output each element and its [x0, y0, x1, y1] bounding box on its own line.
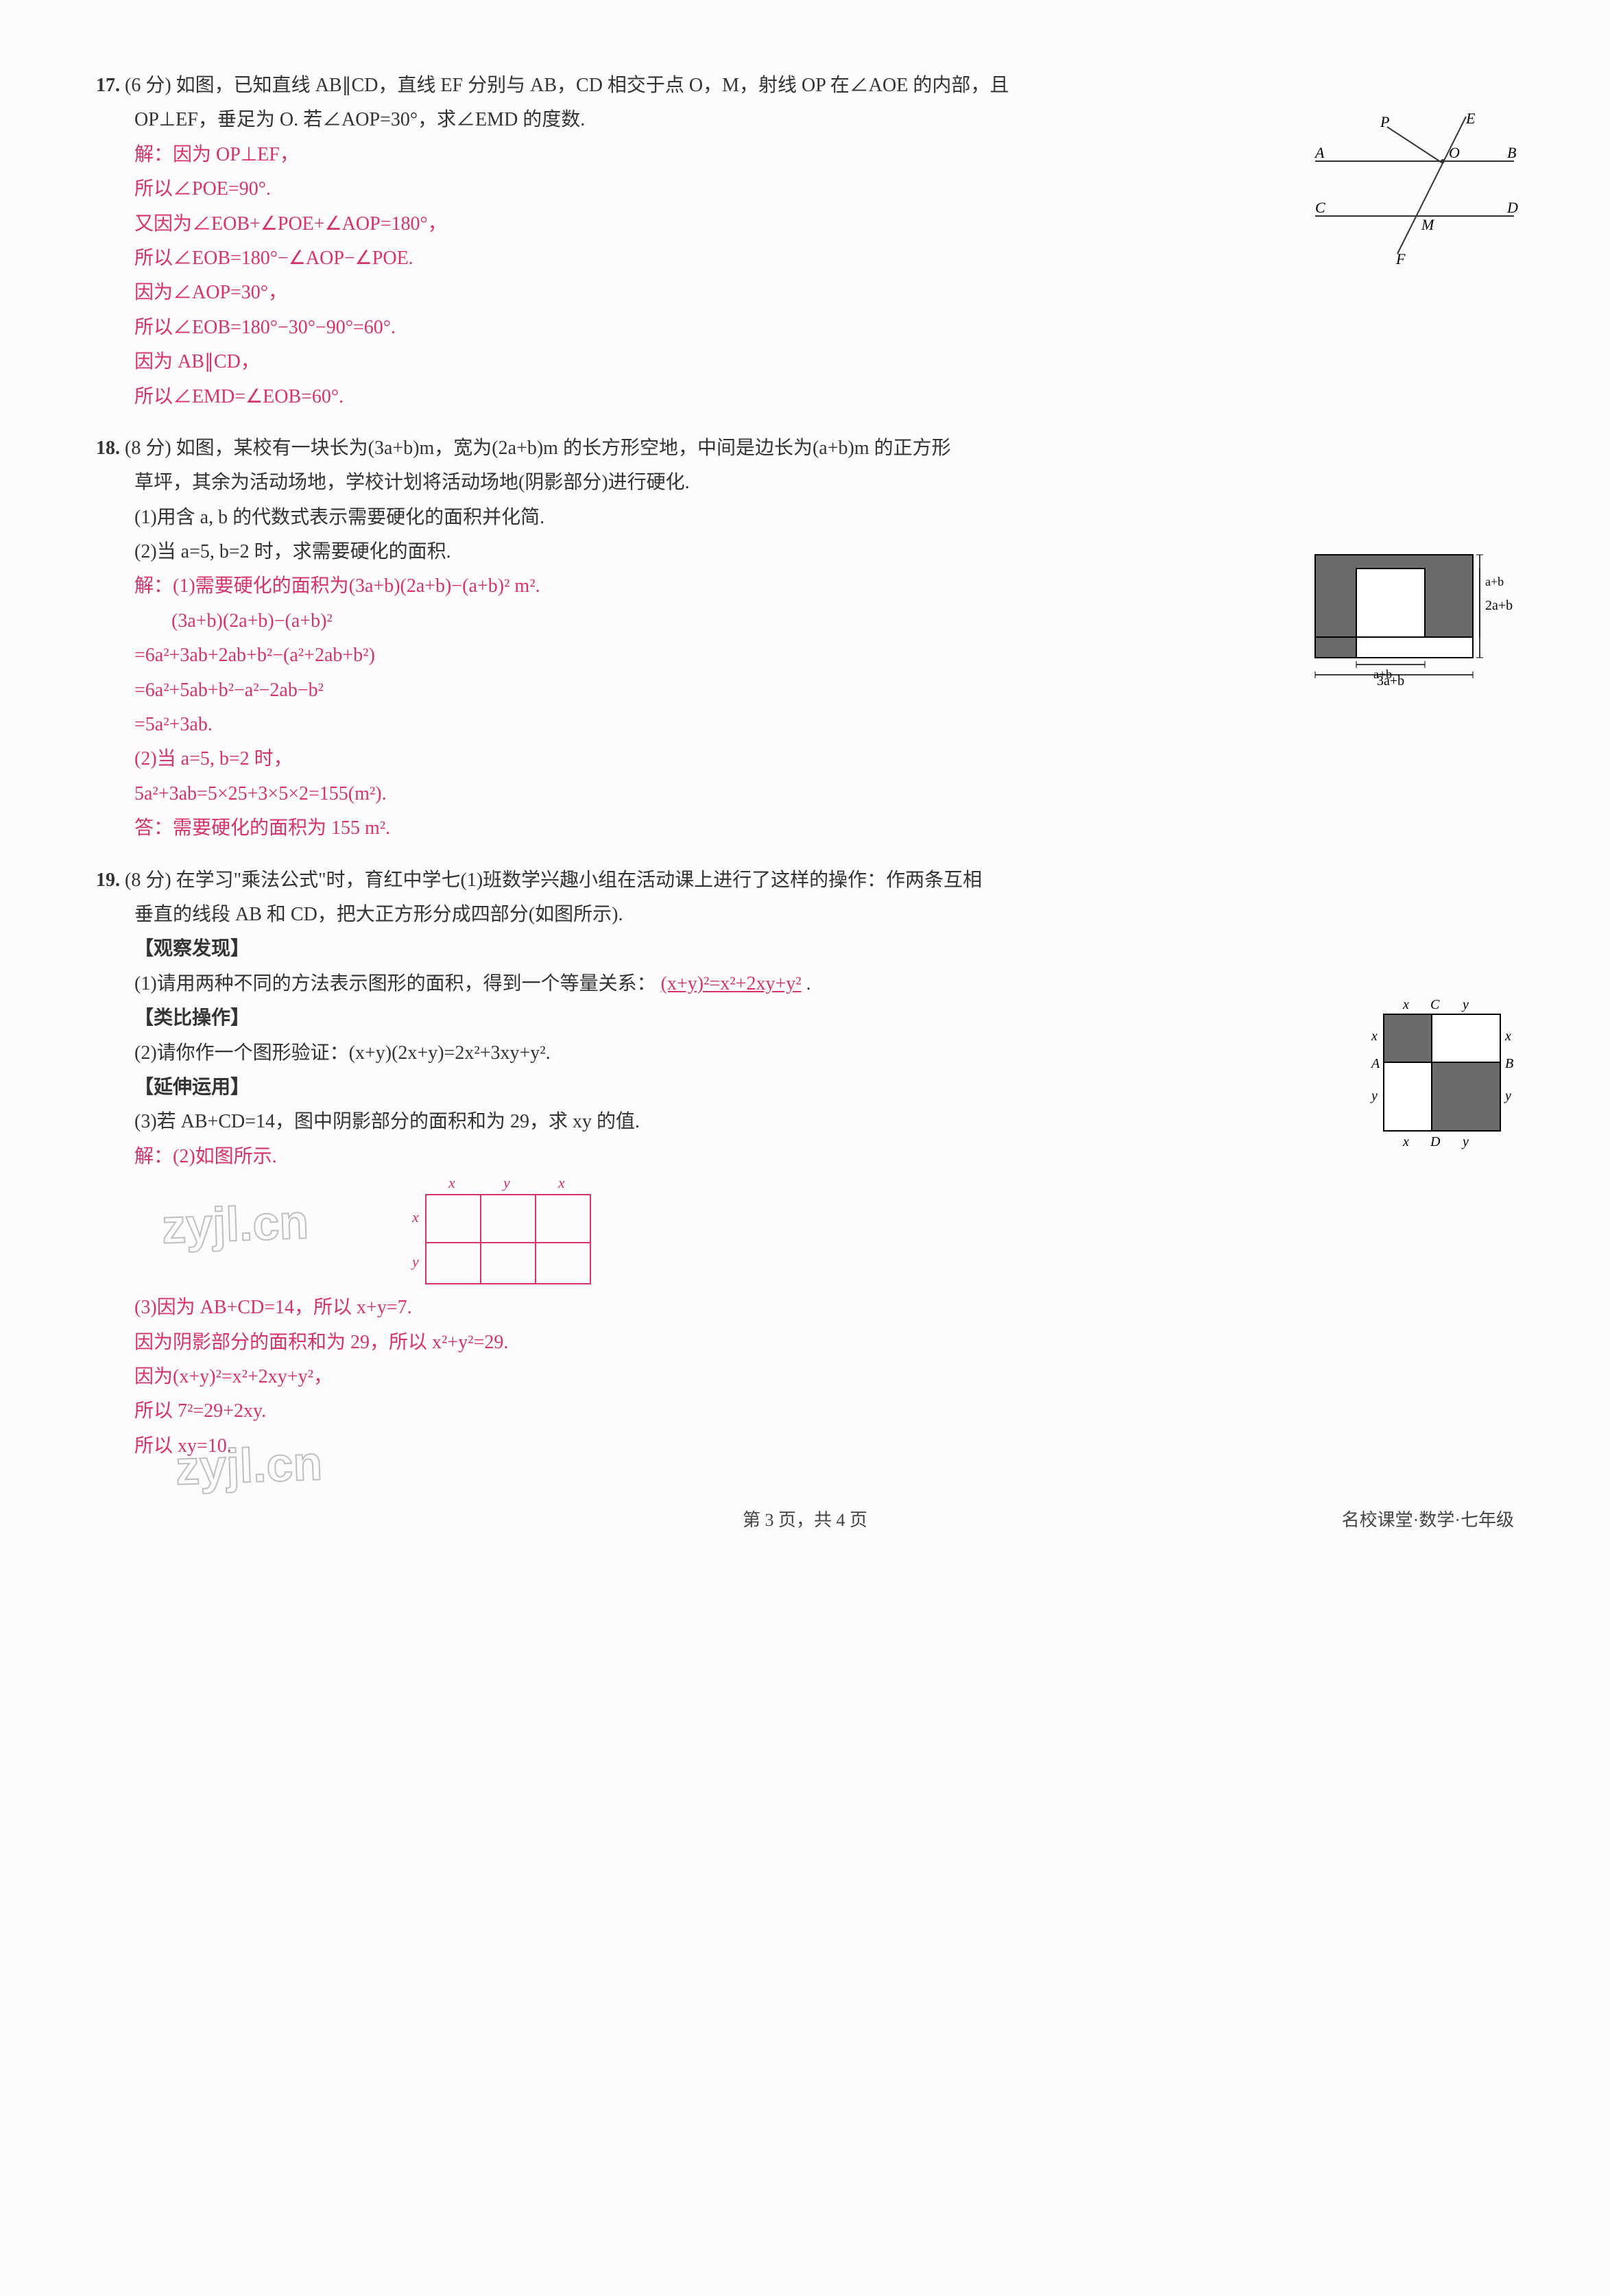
problem-19: 19. (8 分) 在学习"乘法公式"时，育红中学七(1)班数学兴趣小组在活动课… — [96, 863, 1514, 1463]
stem-line: 17. (6 分) 如图，已知直线 AB∥CD，直线 EF 分别与 AB，CD … — [96, 69, 1514, 103]
stem-text: 垂直的线段 AB 和 CD，把大正方形分成四部分(如图所示). — [134, 898, 1514, 932]
stem-text: OP⊥EF，垂足为 O. 若∠AOP=30°，求∠EMD 的度数. — [134, 103, 1514, 137]
answer-line: 5a²+3ab=5×25+3×5×2=155(m²). — [134, 777, 1514, 811]
answer-line: 所以 xy=10. zyjl.cn — [134, 1429, 1514, 1463]
answer-line: (2)当 a=5, b=2 时， — [134, 742, 1514, 776]
answer-line: 因为阴影部分的面积和为 29，所以 x²+y²=29. — [134, 1326, 1514, 1360]
svg-text:y: y — [411, 1253, 419, 1270]
answer-line: 又因为∠EOB+∠POE+∠AOP=180°， — [134, 207, 1514, 241]
answer-line: 所以∠EOB=180°−30°−90°=60°. — [134, 311, 1514, 345]
stem-text: 如图，某校有一块长为(3a+b)m，宽为(2a+b)m 的长方形空地，中间是边长… — [176, 438, 951, 459]
score: (6 分) — [125, 75, 171, 96]
svg-text:y: y — [1461, 1134, 1469, 1149]
diagram-18-icon: 2a+b a+b a+b 3a+b — [1308, 548, 1521, 685]
question: (2)当 a=5, b=2 时，求需要硬化的面积. — [134, 535, 1514, 569]
answer-line: 解：因为 OP⊥EF， — [134, 138, 1514, 172]
question: (3)若 AB+CD=14，图中阴影部分的面积和为 29，求 xy 的值. — [134, 1105, 1514, 1139]
page-indicator: 第 3 页，共 4 页 — [743, 1510, 867, 1530]
svg-text:M: M — [1421, 216, 1435, 233]
svg-text:x: x — [557, 1174, 565, 1191]
svg-text:x: x — [1402, 1134, 1409, 1149]
svg-text:B: B — [1507, 144, 1516, 161]
answer-line: 所以 7²=29+2xy. — [134, 1394, 1514, 1428]
section-header: 【观察发现】 — [134, 932, 1514, 966]
stem-line: 19. (8 分) 在学习"乘法公式"时，育红中学七(1)班数学兴趣小组在活动课… — [96, 863, 1514, 898]
answer-line: (3)因为 AB+CD=14，所以 x+y=7. — [134, 1291, 1514, 1325]
svg-text:3a+b: 3a+b — [1377, 673, 1404, 685]
fill-blank-answer: (x+y)²=x²+2xy+y² — [661, 973, 802, 994]
svg-text:D: D — [1506, 199, 1518, 216]
score: (8 分) — [125, 870, 171, 891]
svg-text:D: D — [1430, 1134, 1441, 1149]
svg-text:x: x — [1402, 997, 1409, 1012]
answer-diagram-row: zyjl.cn x y x x y — [134, 1174, 1514, 1291]
svg-text:C: C — [1315, 199, 1325, 216]
svg-text:y: y — [1461, 997, 1469, 1012]
svg-text:x: x — [411, 1208, 419, 1225]
answer-line: =6a²+5ab+b²−a²−2ab−b² — [134, 673, 1514, 708]
answer-line: 因为(x+y)²=x²+2xy+y²， — [134, 1360, 1514, 1394]
answer-text: 所以 xy=10. — [134, 1435, 232, 1457]
svg-text:A: A — [1370, 1056, 1380, 1071]
svg-text:C: C — [1430, 997, 1440, 1012]
watermark-icon: zyjl.cn — [174, 1420, 324, 1511]
answer-line: =5a²+3ab. — [134, 708, 1514, 742]
answer-line: =6a²+3ab+2ab+b²−(a²+2ab+b²) — [134, 638, 1514, 673]
question: (2)请你作一个图形验证：(x+y)(2x+y)=2x²+3xy+y². — [134, 1036, 1514, 1071]
answer-line: 因为 AB∥CD， — [134, 345, 1514, 379]
problem-number: 19. — [96, 870, 120, 891]
answer-line: 所以∠POE=90°. — [134, 172, 1514, 206]
watermark-icon: zyjl.cn — [160, 1178, 310, 1269]
svg-text:2a+b: 2a+b — [1485, 598, 1513, 613]
svg-text:E: E — [1465, 110, 1476, 127]
answer-line: 答：需要硬化的面积为 155 m². — [134, 811, 1514, 846]
svg-text:F: F — [1395, 250, 1406, 267]
problem-18: 18. (8 分) 如图，某校有一块长为(3a+b)m，宽为(2a+b)m 的长… — [96, 431, 1514, 846]
answer-line: 解：(2)如图所示. — [134, 1140, 1514, 1174]
svg-text:B: B — [1505, 1056, 1513, 1071]
stem-text: 如图，已知直线 AB∥CD，直线 EF 分别与 AB，CD 相交于点 O，M，射… — [176, 75, 1009, 96]
score: (8 分) — [125, 438, 171, 459]
answer-line: 因为∠AOP=30°， — [134, 276, 1514, 310]
diagram-19-icon: x C y x A y x B y x D y — [1363, 994, 1521, 1151]
svg-text:O: O — [1449, 144, 1460, 161]
svg-text:x: x — [448, 1174, 455, 1191]
svg-text:y: y — [502, 1174, 510, 1191]
answer-line: 所以∠EMD=∠EOB=60°. — [134, 380, 1514, 414]
svg-text:y: y — [1370, 1088, 1378, 1103]
svg-text:y: y — [1504, 1088, 1511, 1103]
svg-text:x: x — [1371, 1029, 1378, 1044]
answer-line: 解：(1)需要硬化的面积为(3a+b)(2a+b)−(a+b)² m². — [134, 569, 1514, 603]
section-header: 【延伸运用】 — [134, 1071, 1514, 1105]
section-header: 【类比操作】 — [134, 1001, 1514, 1036]
answer-diagram-19-icon: x y x x y — [395, 1174, 614, 1291]
question: (1)请用两种不同的方法表示图形的面积，得到一个等量关系： (x+y)²=x²+… — [134, 967, 1514, 1001]
stem-text: 在学习"乘法公式"时，育红中学七(1)班数学兴趣小组在活动课上进行了这样的操作：… — [176, 870, 983, 891]
stem-line: 18. (8 分) 如图，某校有一块长为(3a+b)m，宽为(2a+b)m 的长… — [96, 431, 1514, 466]
footer-title: 名校课堂·数学·七年级 — [1342, 1505, 1514, 1537]
question: (1)用含 a, b 的代数式表示需要硬化的面积并化简. — [134, 501, 1514, 535]
svg-text:x: x — [1504, 1029, 1511, 1044]
stem-text: 草坪，其余为活动场地，学校计划将活动场地(阴影部分)进行硬化. — [134, 466, 1514, 500]
problem-number: 17. — [96, 75, 120, 96]
question-text: (1)请用两种不同的方法表示图形的面积，得到一个等量关系： — [134, 973, 656, 994]
answer-line: 所以∠EOB=180°−∠AOP−∠POE. — [134, 241, 1514, 276]
period: . — [806, 973, 811, 994]
diagram-17-icon: A B C D E F O M P — [1308, 110, 1521, 267]
svg-text:a+b: a+b — [1485, 575, 1504, 588]
problem-17: 17. (6 分) 如图，已知直线 AB∥CD，直线 EF 分别与 AB，CD … — [96, 69, 1514, 414]
svg-text:P: P — [1380, 113, 1389, 130]
svg-text:A: A — [1314, 144, 1325, 161]
problem-number: 18. — [96, 438, 120, 459]
page-footer: 第 3 页，共 4 页 名校课堂·数学·七年级 — [96, 1505, 1514, 1537]
